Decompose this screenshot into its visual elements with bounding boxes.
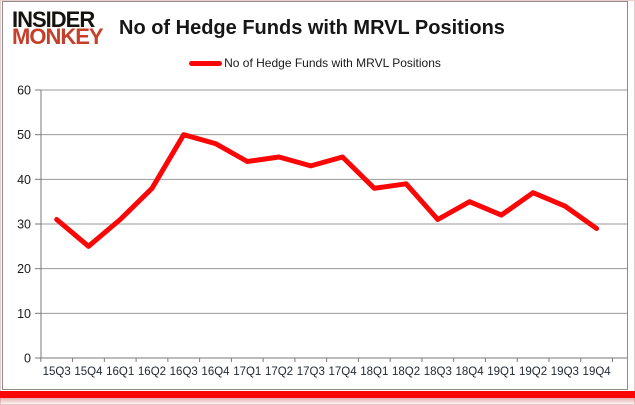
y-axis-label: 10 [17,307,31,321]
bottom-red-divider [0,391,635,398]
x-axis-label: 16Q1 [106,366,134,378]
x-axis-label: 17Q1 [233,366,261,378]
x-axis-label: 17Q2 [265,366,293,378]
x-axis-label: 19Q2 [519,366,547,378]
y-axis-label: 0 [24,352,31,366]
y-axis-label: 30 [17,218,31,232]
legend-line-swatch [189,60,223,66]
series-line [54,132,600,249]
chart-container: INSIDER MONKEY No of Hedge Funds with MR… [2,1,628,390]
x-axis-label: 15Q4 [74,366,103,378]
y-axis-label: 60 [17,84,31,98]
x-axis-label: 19Q3 [551,366,579,378]
insider-monkey-logo: INSIDER MONKEY [12,7,118,49]
y-axis-label: 40 [17,173,31,187]
y-axis-label: 50 [17,128,31,142]
x-axis-label: 16Q4 [201,366,230,378]
x-axis-label: 18Q2 [392,366,420,378]
x-axis-label: 19Q4 [583,366,612,378]
x-axis-label: 18Q4 [456,366,485,378]
bottom-red-divider-shadow [0,398,635,405]
x-axis-label: 17Q3 [297,366,325,378]
x-axis-label: 17Q4 [328,366,357,378]
chart-legend: No of Hedge Funds with MRVL Positions [3,56,627,70]
logo-line-monkey: MONKEY [12,24,104,49]
x-axis-label: 16Q3 [170,366,198,378]
legend-label: No of Hedge Funds with MRVL Positions [224,56,441,70]
logo-line-insider: INSIDER [12,7,95,32]
y-axis-label: 20 [17,262,31,276]
x-axis-label: 15Q3 [43,366,71,378]
chart-title: No of Hedge Funds with MRVL Positions [119,17,505,39]
x-axis-label: 18Q3 [424,366,452,378]
x-axis-label: 18Q1 [360,366,388,378]
x-axis-label: 16Q2 [138,366,166,378]
x-axis-label: 19Q1 [487,366,515,378]
